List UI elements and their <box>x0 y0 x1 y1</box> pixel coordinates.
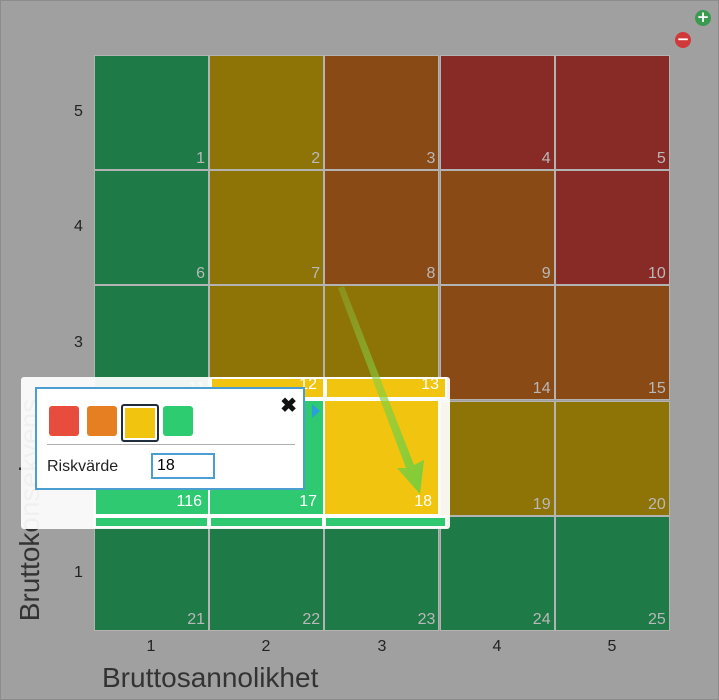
cell-number: 3 <box>426 150 436 167</box>
matrix-cell-8[interactable]: 8 <box>324 170 440 286</box>
matrix-cell-14[interactable]: 14 <box>439 285 555 401</box>
cell-number: 22 <box>302 610 321 628</box>
x-tick-4: 4 <box>492 638 502 655</box>
x-axis-label: Bruttosannolikhet <box>102 662 319 693</box>
cell-number: 17 <box>299 493 317 510</box>
swatch-red[interactable] <box>49 406 79 436</box>
y-tick-4: 4 <box>74 218 83 235</box>
matrix-cell-3[interactable]: 3 <box>324 55 440 170</box>
matrix-cell-19[interactable]: 19 <box>439 400 555 516</box>
cell-number: 23 <box>417 610 436 628</box>
cell-number: 21 <box>187 610 205 628</box>
y-tick-3: 3 <box>74 334 83 351</box>
cell-number: 6 <box>196 265 205 283</box>
cell-number: 25 <box>648 610 666 628</box>
matrix-cell-9[interactable]: 9 <box>439 170 555 286</box>
row-bottom-band <box>94 516 209 528</box>
cell-number: 14 <box>532 380 551 398</box>
row-bottom-band <box>209 516 324 528</box>
zoom-out-button[interactable]: − <box>675 30 691 48</box>
y-tick-5: 5 <box>74 103 83 120</box>
close-icon[interactable]: ✖ <box>280 395 297 417</box>
cell-number: 2 <box>311 150 321 167</box>
cell-number: 18 <box>414 493 432 510</box>
cell-number: 5 <box>656 150 666 167</box>
matrix-cell-2[interactable]: 2 <box>209 55 325 170</box>
matrix-cell-4[interactable]: 4 <box>439 55 555 170</box>
cell-number: 15 <box>648 380 666 398</box>
matrix-cell-1[interactable]: 1 <box>94 55 209 170</box>
cell-number: 20 <box>648 495 666 513</box>
swatch-orange[interactable] <box>87 406 117 436</box>
arrow-shape <box>338 286 424 494</box>
matrix-cell-15[interactable]: 15 <box>554 285 670 401</box>
cell-number: 9 <box>541 265 551 283</box>
risk-editor-popup: ✖ Riskvärde <box>35 387 305 490</box>
cell-number: 116 <box>176 493 202 510</box>
cell-number: 19 <box>532 495 551 513</box>
risk-value-label: Riskvärde <box>47 458 119 475</box>
cell-number: 13 <box>421 376 439 393</box>
x-tick-3: 3 <box>377 638 387 655</box>
cell-number: 10 <box>648 265 666 283</box>
y-tick-1: 1 <box>74 564 83 581</box>
matrix-cell-10[interactable]: 10 <box>554 170 670 286</box>
x-tick-2: 2 <box>261 638 271 655</box>
divider <box>47 444 295 445</box>
swatch-green[interactable] <box>163 406 193 436</box>
matrix-cell-22[interactable]: 22 <box>209 515 325 631</box>
cell-number: 7 <box>311 265 321 283</box>
matrix-cell-25[interactable]: 25 <box>554 515 670 631</box>
x-tick-1: 1 <box>146 638 156 655</box>
cell-number: 1 <box>196 150 205 167</box>
matrix-cell-7[interactable]: 7 <box>209 170 325 286</box>
cell-number: 8 <box>426 265 436 283</box>
matrix-cell-20[interactable]: 20 <box>554 400 670 516</box>
cell-number: 4 <box>541 150 551 167</box>
matrix-cell-5[interactable]: 5 <box>554 55 670 170</box>
popup-pointer <box>312 404 320 418</box>
matrix-cell-23[interactable]: 23 <box>324 515 440 631</box>
matrix-cell-18-selected[interactable]: 18 <box>323 399 440 516</box>
row-bottom-band <box>324 516 447 528</box>
matrix-cell-24[interactable]: 24 <box>439 515 555 631</box>
matrix-cell-6[interactable]: 6 <box>94 170 209 286</box>
risk-value-input[interactable] <box>151 453 215 479</box>
zoom-in-button[interactable]: + <box>695 8 711 26</box>
cell-number: 24 <box>532 610 551 628</box>
swatch-yellow-selected[interactable] <box>121 404 159 442</box>
x-tick-5: 5 <box>607 638 617 655</box>
